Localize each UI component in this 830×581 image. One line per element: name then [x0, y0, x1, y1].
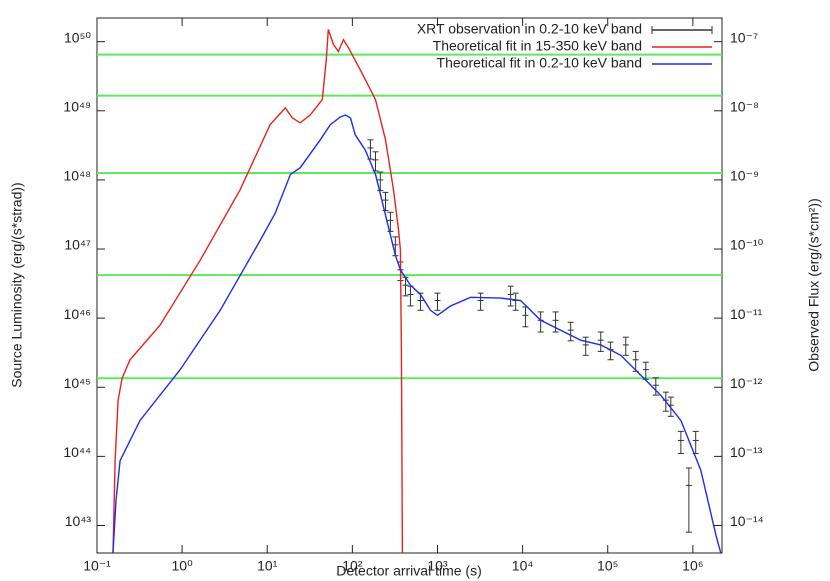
x-tick-label: 10⁵ [597, 558, 618, 574]
y-tick-label: 10⁴⁵ [64, 375, 91, 391]
y-tick-label: 10⁴⁹ [63, 98, 91, 114]
series-line [112, 29, 404, 553]
series-line [112, 114, 722, 553]
legend-label: XRT observation in 0.2-10 keV band [417, 21, 642, 37]
legend-label: Theoretical fit in 0.2-10 keV band [437, 55, 642, 71]
y-tick-label: 10⁴³ [65, 513, 92, 529]
y-tick-label: 10⁵⁰ [64, 29, 91, 45]
x-axis-label: Detector arrival time (s) [336, 563, 481, 579]
y2-tick-label: 10⁻¹⁴ [730, 513, 764, 529]
x-tick-label: 10⁴ [512, 558, 534, 574]
y-axis-label: Source Luminosity (erg/(s*strad)) [9, 182, 25, 387]
plot-area [97, 29, 722, 553]
y-tick-label: 10⁴⁸ [64, 168, 92, 184]
y2-tick-label: 10⁻⁹ [730, 168, 759, 184]
y2-tick-label: 10⁻⁸ [730, 98, 759, 114]
legend-label: Theoretical fit in 15-350 keV band [433, 38, 642, 54]
plot-frame [96, 17, 723, 554]
x-tick-label: 10⁶ [682, 558, 703, 574]
y2-tick-label: 10⁻¹¹ [730, 306, 763, 322]
y2-tick-label: 10⁻⁷ [730, 29, 758, 45]
y-tick-label: 10⁴⁶ [64, 306, 91, 322]
y-tick-label: 10⁴⁴ [63, 444, 91, 460]
x-tick-label: 10⁰ [172, 558, 194, 574]
y2-tick-label: 10⁻¹² [730, 375, 763, 391]
x-tick-label: 10¹ [257, 558, 278, 574]
y-tick-label: 10⁴⁷ [64, 237, 91, 253]
x-tick-label: 10³ [427, 558, 448, 574]
x-tick-label: 10⁻¹ [83, 558, 111, 574]
y2-tick-label: 10⁻¹⁰ [730, 237, 764, 253]
x-tick-label: 10² [342, 558, 363, 574]
y2-tick-label: 10⁻¹³ [730, 444, 763, 460]
y2-axis-label: Observed Flux (erg/(s*cm²)) [806, 198, 822, 371]
